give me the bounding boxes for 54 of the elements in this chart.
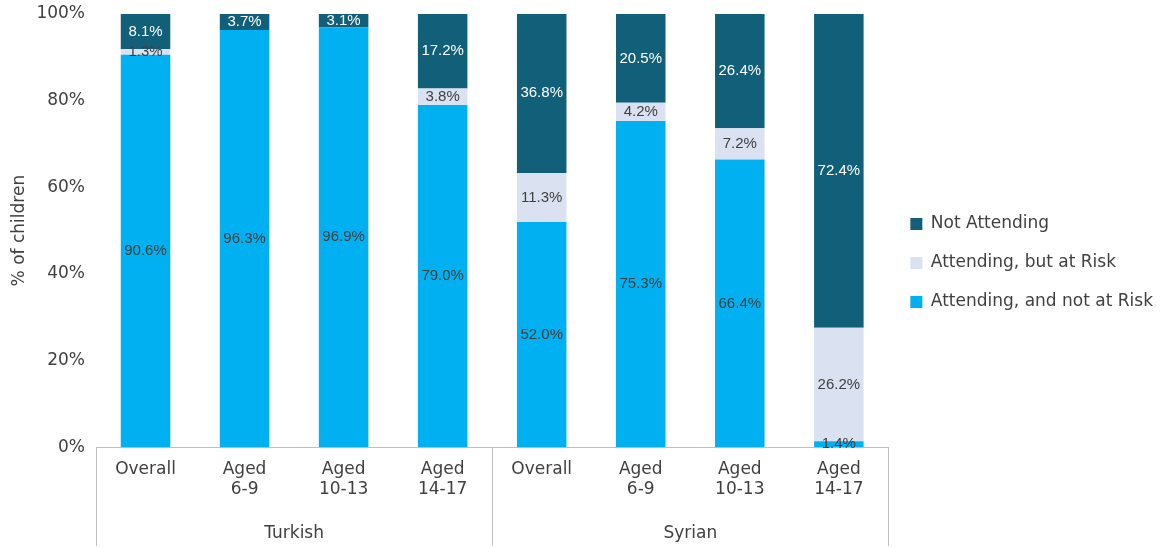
x-tick-label: Aged 6-9 <box>222 457 267 499</box>
bar <box>615 14 666 103</box>
bar <box>120 54 171 448</box>
y-tick-label: 60% <box>47 175 85 196</box>
data-label: 96.9% <box>322 227 365 245</box>
x-tick-label: Aged 10-13 <box>318 457 369 499</box>
text: Turkish <box>263 522 324 543</box>
y-tick-label: 0% <box>58 435 85 456</box>
legend-label: Not Attending <box>930 212 1050 233</box>
data-label: 75.3% <box>619 274 663 292</box>
bar <box>516 221 567 448</box>
bar <box>814 14 864 328</box>
data-label: 3.1% <box>326 10 361 28</box>
x-tick-label: Aged 14-17 <box>814 457 864 499</box>
data-label: 3.8% <box>425 86 460 104</box>
data-label: 66.4% <box>718 293 762 311</box>
data-label: 4.2% <box>623 102 658 120</box>
x-tick-label: Aged 6-9 <box>618 457 663 499</box>
data-label: 26.4% <box>718 61 762 79</box>
data-label: 20.5% <box>619 48 663 66</box>
x-tick-label: Aged 14-17 <box>417 457 468 499</box>
data-label: 26.2% <box>817 374 861 392</box>
data-label: 17.2% <box>421 41 464 59</box>
data-label: 11.3% <box>520 187 563 205</box>
data-label: 52.0% <box>520 324 563 342</box>
y-tick-label: 20% <box>47 348 85 369</box>
bar <box>615 121 666 448</box>
y-tick-label: 100% <box>36 2 85 23</box>
data-label: 90.6% <box>124 241 167 259</box>
legend-label: Attending, but at Risk <box>930 251 1117 272</box>
bar <box>715 14 765 129</box>
data-label: 36.8% <box>520 83 563 101</box>
data-label: 8.1% <box>128 21 163 39</box>
bar <box>219 30 270 448</box>
bar <box>715 128 765 160</box>
bar <box>417 14 468 89</box>
x-tick-label: Overall <box>511 457 573 478</box>
bar <box>417 104 468 448</box>
y-tick-label: 40% <box>47 262 85 283</box>
y-tick-label: 80% <box>47 89 85 110</box>
legend-label: Attending, and not at Risk <box>930 290 1154 311</box>
data-label: 96.3% <box>223 228 266 246</box>
bar <box>516 172 567 222</box>
data-label: 7.2% <box>722 134 757 152</box>
text: Syrian <box>663 522 718 543</box>
x-tick-label: Overall <box>115 457 176 478</box>
y-axis-title: % of children <box>7 174 28 287</box>
bar <box>516 14 567 173</box>
bar <box>318 27 369 448</box>
x-tick-label: Aged 10-13 <box>715 457 765 499</box>
bar <box>715 159 765 448</box>
data-label: 3.7% <box>227 12 262 30</box>
data-label: 79.0% <box>421 266 464 284</box>
data-label: 72.4% <box>817 160 861 178</box>
